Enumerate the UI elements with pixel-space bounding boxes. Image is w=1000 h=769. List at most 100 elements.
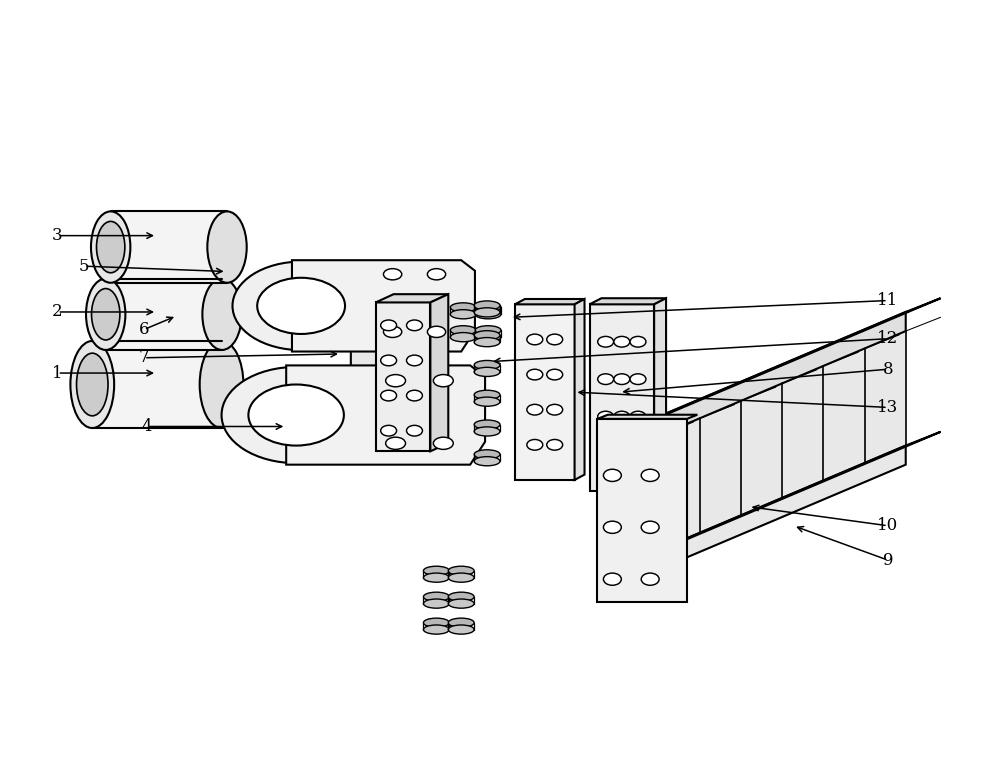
Polygon shape	[286, 365, 485, 464]
Ellipse shape	[630, 336, 646, 347]
Ellipse shape	[407, 425, 422, 436]
Ellipse shape	[474, 338, 500, 347]
Polygon shape	[617, 298, 941, 434]
Ellipse shape	[475, 303, 501, 312]
Ellipse shape	[598, 336, 614, 347]
Ellipse shape	[474, 390, 500, 399]
Ellipse shape	[474, 427, 500, 436]
Ellipse shape	[202, 278, 242, 350]
Ellipse shape	[474, 397, 500, 406]
Text: 4: 4	[142, 418, 152, 435]
Ellipse shape	[427, 268, 446, 280]
Ellipse shape	[450, 303, 476, 312]
Ellipse shape	[598, 448, 614, 459]
Text: 1: 1	[52, 365, 63, 381]
Ellipse shape	[423, 573, 449, 582]
Polygon shape	[515, 299, 585, 305]
Ellipse shape	[614, 448, 630, 459]
Ellipse shape	[381, 355, 397, 366]
Ellipse shape	[474, 450, 500, 459]
Ellipse shape	[630, 374, 646, 384]
Polygon shape	[515, 305, 575, 480]
Ellipse shape	[386, 438, 406, 449]
Ellipse shape	[448, 618, 474, 628]
Ellipse shape	[527, 439, 543, 450]
Ellipse shape	[96, 221, 125, 273]
Ellipse shape	[448, 566, 474, 575]
Ellipse shape	[423, 618, 449, 628]
Ellipse shape	[475, 332, 501, 341]
Polygon shape	[782, 366, 823, 498]
Ellipse shape	[448, 592, 474, 601]
Polygon shape	[376, 302, 430, 451]
Polygon shape	[106, 278, 222, 350]
Ellipse shape	[423, 566, 449, 575]
Ellipse shape	[474, 420, 500, 429]
Polygon shape	[617, 445, 906, 587]
Ellipse shape	[433, 438, 453, 449]
Ellipse shape	[614, 336, 630, 347]
Text: 3: 3	[52, 227, 63, 244]
Ellipse shape	[527, 369, 543, 380]
Polygon shape	[823, 348, 865, 481]
Ellipse shape	[383, 326, 402, 338]
Polygon shape	[92, 341, 222, 428]
Polygon shape	[590, 298, 666, 305]
Ellipse shape	[474, 368, 500, 377]
Ellipse shape	[474, 361, 500, 370]
Ellipse shape	[641, 573, 659, 585]
Ellipse shape	[200, 341, 243, 428]
Ellipse shape	[257, 278, 345, 334]
Polygon shape	[597, 419, 687, 602]
Ellipse shape	[381, 320, 397, 331]
Text: 12: 12	[877, 330, 898, 347]
Ellipse shape	[86, 278, 125, 350]
Ellipse shape	[475, 326, 501, 335]
Polygon shape	[351, 293, 396, 449]
Ellipse shape	[423, 592, 449, 601]
Polygon shape	[430, 295, 448, 451]
Ellipse shape	[474, 301, 500, 310]
Text: 11: 11	[877, 292, 898, 309]
Polygon shape	[741, 384, 782, 515]
Ellipse shape	[386, 375, 406, 387]
Ellipse shape	[598, 411, 614, 422]
Ellipse shape	[448, 599, 474, 608]
Ellipse shape	[77, 353, 108, 416]
Ellipse shape	[222, 367, 371, 463]
Ellipse shape	[407, 320, 422, 331]
Ellipse shape	[641, 469, 659, 481]
Text: 5: 5	[79, 258, 90, 275]
Polygon shape	[617, 436, 659, 568]
Ellipse shape	[547, 439, 563, 450]
Ellipse shape	[407, 390, 422, 401]
Ellipse shape	[474, 331, 500, 340]
Polygon shape	[865, 331, 906, 463]
Ellipse shape	[603, 573, 621, 585]
Ellipse shape	[427, 326, 446, 338]
Ellipse shape	[630, 411, 646, 422]
Ellipse shape	[423, 599, 449, 608]
Polygon shape	[617, 432, 941, 568]
Text: 9: 9	[883, 551, 893, 568]
Text: 2: 2	[52, 304, 63, 321]
Polygon shape	[292, 260, 475, 351]
Ellipse shape	[381, 425, 397, 436]
Ellipse shape	[232, 261, 370, 350]
Ellipse shape	[527, 334, 543, 345]
Ellipse shape	[433, 375, 453, 387]
Ellipse shape	[603, 521, 621, 534]
Text: 7: 7	[139, 349, 149, 366]
Ellipse shape	[547, 369, 563, 380]
Text: 6: 6	[139, 321, 149, 338]
Polygon shape	[597, 414, 697, 419]
Ellipse shape	[423, 625, 449, 634]
Ellipse shape	[448, 625, 474, 634]
Ellipse shape	[207, 211, 247, 283]
Ellipse shape	[92, 288, 120, 340]
Ellipse shape	[630, 448, 646, 459]
Ellipse shape	[450, 332, 476, 341]
Ellipse shape	[598, 374, 614, 384]
Polygon shape	[590, 305, 654, 491]
Ellipse shape	[641, 521, 659, 534]
